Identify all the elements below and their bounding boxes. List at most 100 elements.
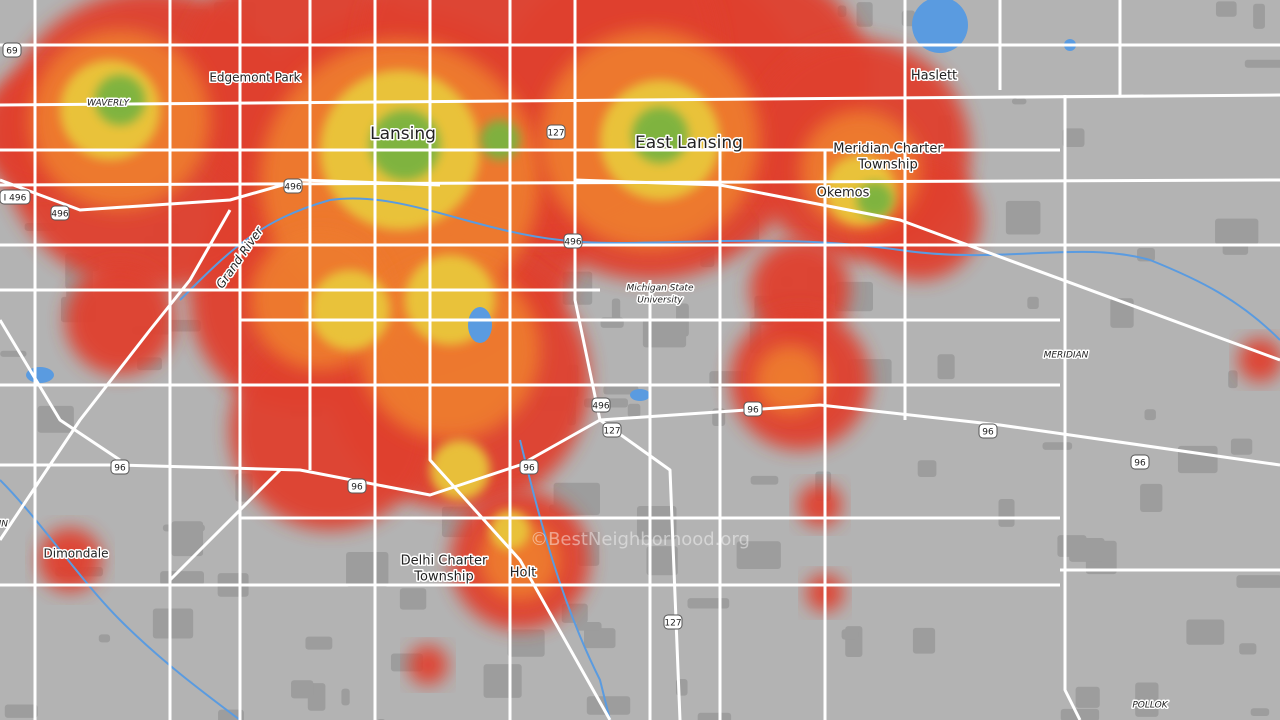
urban-area	[697, 712, 732, 720]
place-label: Meridian Charter	[833, 142, 943, 157]
highway-shield	[347, 478, 367, 494]
shield-number: 496	[51, 210, 68, 220]
place-label: University	[637, 296, 683, 306]
highway-shield	[663, 614, 683, 630]
urban-area	[152, 608, 194, 639]
road	[0, 319, 121, 462]
urban-area	[1011, 98, 1027, 105]
place-label: WAVERLY	[87, 99, 130, 109]
heat-blob	[360, 260, 540, 440]
lake	[630, 389, 650, 401]
shield-number: 96	[351, 483, 363, 493]
highway-shield	[519, 459, 539, 475]
urban-area	[687, 598, 730, 609]
urban-area	[736, 541, 781, 569]
place-label: Haslett	[911, 69, 957, 84]
urban-area	[4, 704, 38, 718]
urban-area	[642, 319, 687, 348]
urban-area	[37, 405, 74, 433]
urban-area	[1215, 218, 1259, 245]
highway-shield	[283, 178, 303, 194]
heat-blob	[370, 110, 440, 180]
urban-area	[1005, 200, 1041, 235]
urban-area	[856, 2, 873, 27]
urban-area	[575, 622, 602, 631]
shield-number: 96	[114, 464, 126, 474]
shield-number: 96	[747, 406, 759, 416]
urban-area	[646, 546, 678, 576]
urban-area	[841, 629, 859, 640]
place-label: RAIN	[0, 520, 8, 530]
highway-shield	[602, 422, 622, 438]
shield-number: 496	[564, 238, 581, 248]
heat-blob	[798, 483, 842, 527]
lake	[468, 307, 492, 343]
heat-blob	[408, 645, 448, 685]
urban-area	[917, 460, 937, 477]
urban-area	[1239, 643, 1257, 655]
urban-area	[1230, 438, 1253, 455]
urban-area	[171, 521, 204, 557]
urban-area	[291, 680, 314, 699]
road	[573, 0, 682, 720]
shield-number: 496	[592, 402, 609, 412]
urban-area	[1060, 708, 1100, 720]
urban-area	[627, 403, 641, 418]
place-label: Michigan State	[626, 284, 693, 294]
shield-number: 127	[547, 129, 564, 139]
shield-number: I 496	[4, 194, 27, 204]
heat-blob	[755, 345, 825, 415]
urban-area	[1027, 296, 1039, 310]
place-label: POLLOK	[1132, 701, 1168, 711]
heat-blob	[430, 440, 490, 500]
urban-area	[603, 385, 639, 395]
road	[168, 468, 282, 582]
urban-area	[1250, 708, 1270, 716]
road	[1063, 95, 1082, 720]
river	[179, 197, 1280, 341]
place-label: Township	[413, 570, 473, 585]
urban-area	[912, 627, 936, 654]
place-label: Holt	[510, 566, 536, 581]
shield-number: 96	[982, 428, 994, 438]
highway-shield	[1130, 454, 1150, 470]
highway-shield	[978, 423, 998, 439]
road	[0, 93, 1280, 107]
urban-area	[483, 664, 522, 698]
shield-number: 127	[664, 619, 681, 629]
shield-number: 96	[523, 464, 535, 474]
urban-area	[937, 354, 955, 380]
heat-blob	[857, 182, 893, 218]
road	[574, 178, 1280, 362]
urban-area	[507, 629, 545, 657]
highway-shields: 69 I 496 496 496 127 496 496 127 96 96 96 96 96 96 127	[0, 42, 1150, 630]
place-label: Delhi Charter	[401, 554, 488, 569]
watermark: ©BestNeighborhood.org	[530, 529, 750, 550]
shield-number: 96	[1134, 459, 1146, 469]
highway-shield	[110, 459, 130, 475]
heat-blob	[480, 120, 520, 160]
heat-blob	[95, 75, 145, 125]
shield-number: 69	[6, 47, 18, 57]
urban-area	[1236, 575, 1280, 588]
highway-shield	[743, 401, 763, 417]
urban-area	[98, 634, 111, 643]
place-label: Dimondale	[44, 547, 109, 561]
urban-area	[1228, 370, 1238, 389]
highway-shield	[591, 397, 611, 413]
highway-shield	[2, 42, 22, 58]
urban-area	[399, 588, 427, 610]
urban-area	[1140, 483, 1163, 513]
urban-area	[305, 636, 333, 650]
highway-shield	[50, 205, 70, 221]
urban-area	[1186, 619, 1225, 645]
urban-area	[1135, 682, 1159, 717]
road	[0, 209, 232, 541]
place-label: Township	[857, 158, 917, 173]
urban-area	[160, 571, 204, 586]
highway-shield	[0, 189, 31, 205]
urban-area	[1110, 298, 1134, 328]
urban-area	[1062, 128, 1085, 147]
